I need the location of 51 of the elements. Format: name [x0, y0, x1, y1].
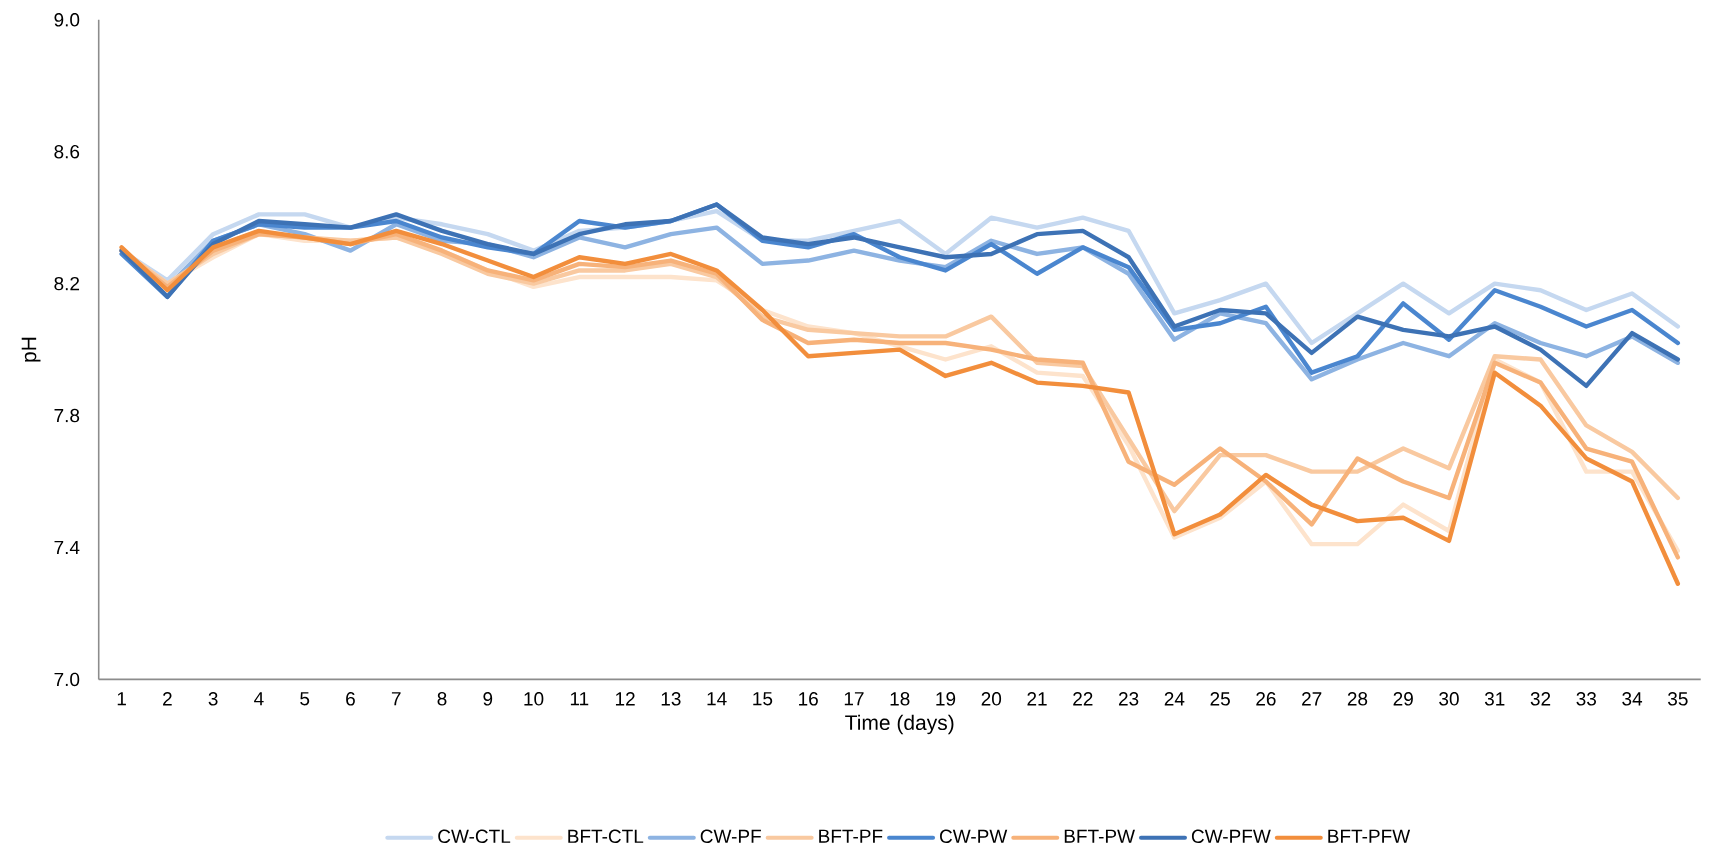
x-tick-label: 33 — [1576, 692, 1597, 706]
y-tick-label: 9.0 — [54, 13, 80, 27]
legend-label: BFT-PF — [819, 829, 883, 843]
legend-label: CW-PFW — [1191, 829, 1271, 844]
y-tick-label: 8.6 — [54, 144, 80, 159]
y-tick-label: 8.2 — [54, 276, 80, 291]
x-tick-label: 6 — [346, 692, 355, 706]
x-tick-label: 21 — [1027, 692, 1047, 706]
x-tick-label: 35 — [1668, 692, 1688, 706]
legend-label: BFT-CTL — [568, 829, 644, 844]
x-tick-label: 7 — [391, 692, 401, 706]
x-tick-label: 9 — [483, 692, 493, 706]
x-tick-label: 29 — [1393, 692, 1413, 706]
x-tick-label: 10 — [524, 692, 544, 706]
x-tick-label: 23 — [1118, 692, 1139, 706]
x-tick-label: 28 — [1347, 692, 1368, 706]
legend-label: CW-PF — [700, 829, 761, 844]
x-tick-label: 18 — [890, 692, 910, 706]
y-tick-label: 7.4 — [54, 540, 80, 555]
x-tick-label: 4 — [254, 692, 264, 706]
x-tick-label: 2 — [163, 692, 172, 706]
legend-label: CW-PW — [940, 829, 1008, 844]
x-tick-label: 19 — [936, 692, 956, 706]
x-tick-label: 31 — [1484, 692, 1505, 706]
x-tick-label: 12 — [615, 692, 635, 706]
x-tick-label: 16 — [799, 692, 818, 706]
x-tick-label: 30 — [1439, 692, 1459, 706]
x-tick-label: 13 — [661, 692, 681, 706]
x-tick-label: 15 — [753, 692, 773, 706]
x-tick-label: 24 — [1164, 692, 1185, 706]
legend-label: BFT-PFW — [1328, 829, 1411, 843]
x-tick-label: 32 — [1530, 692, 1551, 706]
x-tick-label: 3 — [208, 692, 218, 706]
x-tick-label: 5 — [300, 692, 310, 706]
x-tick-label: 14 — [707, 692, 727, 706]
x-axis-title: Time (days) — [845, 714, 954, 735]
x-tick-label: 20 — [981, 692, 1002, 706]
x-tick-label: 22 — [1073, 692, 1093, 706]
x-tick-label: 1 — [117, 692, 126, 706]
x-tick-label: 26 — [1256, 692, 1276, 706]
x-tick-label: 27 — [1302, 692, 1322, 706]
x-tick-label: 8 — [437, 692, 447, 706]
legend-label: CW-CTL — [438, 829, 511, 844]
x-tick-label: 34 — [1622, 692, 1643, 706]
y-tick-label: 7.0 — [54, 672, 80, 687]
x-tick-label: 17 — [844, 692, 864, 706]
y-tick-label: 7.8 — [54, 408, 80, 423]
legend-label: BFT-PW — [1064, 829, 1135, 843]
x-tick-label: 25 — [1210, 692, 1230, 706]
y-axis-title: pH — [21, 337, 41, 362]
x-tick-label: 11 — [570, 692, 589, 706]
